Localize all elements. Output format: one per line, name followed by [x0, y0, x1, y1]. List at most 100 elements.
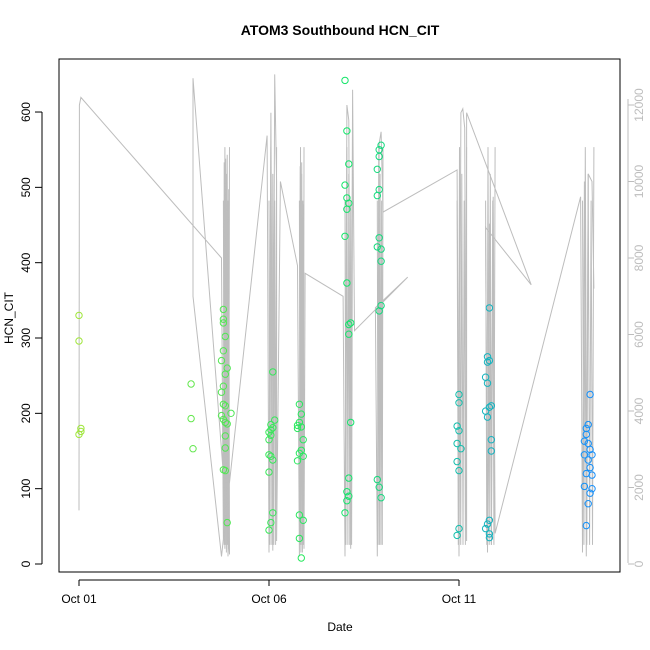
data-point	[487, 447, 495, 455]
altitude-spike-group	[485, 147, 496, 545]
data-point	[483, 358, 492, 366]
data-point	[217, 411, 226, 420]
data-point	[485, 356, 494, 365]
data-point	[457, 445, 465, 453]
data-point	[299, 516, 307, 524]
x-axis-label: Date	[327, 620, 353, 634]
data-point	[223, 364, 231, 372]
data-point	[483, 353, 492, 361]
data-point	[377, 257, 385, 265]
x-tick-label: Oct 01	[61, 592, 97, 606]
data-point	[483, 413, 492, 421]
data-point	[297, 410, 305, 418]
data-point	[341, 509, 349, 517]
data-point	[582, 430, 590, 439]
altitude-spike-group	[376, 147, 384, 545]
data-point	[219, 305, 228, 314]
data-point	[267, 452, 275, 460]
y-tick-label: 500	[19, 177, 33, 197]
data-point	[481, 524, 490, 533]
y-axis-label: HCN_CIT	[2, 291, 16, 344]
data-point	[343, 205, 351, 213]
data-point	[377, 245, 385, 253]
data-point	[295, 400, 304, 408]
y-axis-ticks: 0 100 200 300 400 500 600	[19, 102, 42, 567]
data-point	[584, 500, 592, 508]
data-point	[586, 489, 594, 497]
data-point	[373, 191, 381, 200]
data-point	[455, 466, 463, 475]
data-point	[295, 534, 304, 543]
data-point	[481, 373, 490, 381]
data-point	[487, 402, 495, 410]
data-point	[293, 424, 302, 433]
altitude-line	[78, 74, 595, 557]
data-point	[373, 475, 381, 484]
data-point	[485, 516, 494, 524]
data-point	[293, 457, 302, 465]
data-point	[265, 436, 273, 444]
data-point	[343, 488, 351, 496]
data-point	[588, 451, 596, 459]
data-point	[375, 152, 383, 161]
data-point	[485, 403, 494, 411]
data-point	[269, 456, 277, 464]
altitude-profile-layer	[78, 74, 595, 557]
altitude-spike-group	[298, 147, 305, 545]
x-tick-label: Oct 06	[251, 592, 287, 606]
data-point	[453, 422, 461, 430]
data-point	[453, 439, 461, 448]
data-point	[375, 483, 383, 491]
y-tick-label: 300	[19, 328, 33, 348]
data-point	[582, 521, 590, 530]
data-point	[586, 463, 594, 472]
data-point	[221, 444, 230, 452]
y-right-tick-label: 12000	[632, 88, 646, 122]
data-point	[345, 474, 353, 482]
data-point	[265, 468, 273, 476]
data-point	[219, 400, 228, 408]
altitude-spike-group	[222, 147, 230, 545]
data-point	[227, 409, 235, 417]
y-tick-label: 100	[19, 478, 33, 498]
y-right-tick-label: 4000	[632, 397, 646, 424]
data-point	[580, 437, 589, 445]
data-point	[485, 533, 494, 542]
data-point	[455, 399, 463, 407]
data-point	[341, 76, 349, 85]
data-point	[375, 234, 383, 242]
data-point	[345, 320, 353, 329]
x-axis-ticks: Oct 01 Oct 06 Oct 11	[61, 580, 477, 606]
data-point	[221, 332, 230, 341]
hcn-points-layer	[75, 76, 596, 562]
altitude-spike-group	[582, 147, 595, 545]
data-point	[588, 471, 596, 479]
data-point	[373, 243, 381, 251]
data-point	[453, 457, 461, 466]
y-right-tick-label: 2000	[632, 474, 646, 501]
data-point	[267, 431, 275, 439]
data-point	[223, 518, 231, 527]
data-point	[217, 356, 226, 365]
data-point	[483, 520, 492, 528]
y-right-tick-label: 6000	[632, 321, 646, 348]
plot-area-border	[58, 58, 621, 573]
data-point	[453, 531, 461, 540]
data-point	[187, 414, 195, 423]
data-point	[347, 418, 355, 427]
y-right-tick-label: 8000	[632, 244, 646, 271]
data-point	[343, 127, 351, 135]
data-point	[343, 194, 351, 202]
data-point	[343, 497, 351, 505]
data-point	[297, 423, 305, 431]
data-point	[75, 430, 83, 439]
data-point	[299, 436, 307, 444]
data-point	[377, 301, 385, 310]
data-point	[221, 402, 230, 410]
data-point	[373, 165, 381, 174]
data-point	[377, 141, 385, 149]
data-point	[295, 511, 304, 519]
data-point	[455, 390, 463, 399]
data-point	[485, 304, 494, 312]
